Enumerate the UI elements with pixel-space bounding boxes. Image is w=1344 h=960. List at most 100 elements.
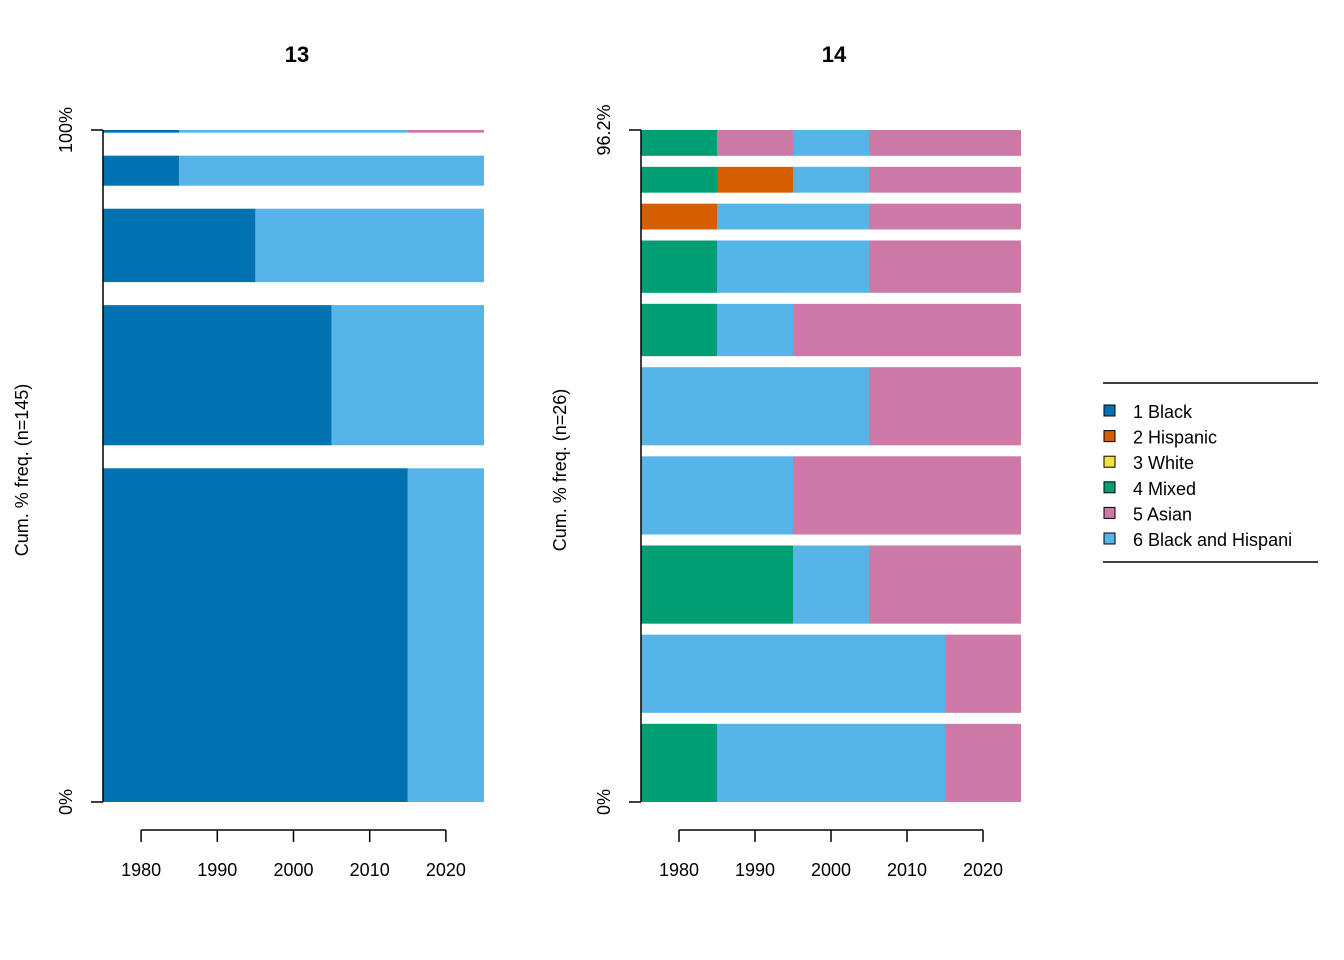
sequence-spell [945, 634, 1021, 713]
legend-swatch [1103, 455, 1116, 468]
legend-swatch [1103, 430, 1116, 443]
x-tick-label: 2010 [350, 860, 390, 880]
sequence-spell [869, 240, 1021, 293]
sequence-spell [641, 723, 717, 802]
legend-item: 6 Black and Hispani [1103, 530, 1292, 550]
panel-title: 13 [285, 42, 309, 67]
legend-label: 1 Black [1133, 402, 1193, 422]
sequence-spell [793, 303, 1021, 357]
sequence-spell [103, 155, 180, 186]
y-axis-label: Cum. % freq. (n=26) [550, 389, 570, 552]
sequence-row [641, 166, 1021, 193]
panels: 13 0% 100% Cum. % freq. (n=145) 1980 1990 2000… [12, 42, 1021, 880]
sequence-spell [717, 166, 793, 193]
sequence-spell [179, 130, 408, 133]
legend-item: 1 Black [1103, 402, 1193, 422]
legend-swatch [1103, 404, 1116, 417]
sequence-row [103, 208, 484, 283]
legend-swatch [1103, 506, 1116, 519]
sequence-spell [641, 545, 793, 624]
sequence-spell [869, 367, 1021, 446]
x-tick-label: 1990 [197, 860, 237, 880]
x-tick-label: 2000 [811, 860, 851, 880]
sequence-row [641, 634, 1021, 713]
x-tick-label: 2000 [273, 860, 313, 880]
sequence-bars [103, 130, 484, 802]
sequence-spell [869, 203, 1021, 230]
sequence-spell [407, 468, 484, 802]
sequence-spell [255, 208, 484, 283]
sequence-row [641, 545, 1021, 624]
sequence-row [641, 367, 1021, 446]
sequence-spell [793, 545, 869, 624]
sequence-spell [331, 305, 484, 446]
x-tick-label: 1990 [735, 860, 775, 880]
sequence-spell [103, 305, 332, 446]
sequence-spell [717, 303, 793, 357]
sequence-spell [869, 166, 1021, 193]
panel-2: 14 0% 96.2% Cum. % freq. (n=26) 1980 1990 2000… [550, 42, 1021, 880]
y-axis: 0% 96.2% Cum. % freq. (n=26) [550, 104, 642, 815]
sequence-spell [641, 203, 717, 230]
sequence-spell [641, 634, 945, 713]
x-tick-label: 2020 [963, 860, 1003, 880]
sequence-row [641, 203, 1021, 230]
panel-1: 13 0% 100% Cum. % freq. (n=145) 1980 1990 2000… [12, 42, 484, 880]
y-tick-label: 100% [56, 107, 76, 153]
sequence-row [641, 130, 1021, 156]
sequence-spell [103, 130, 180, 133]
legend-label: 2 Hispanic [1133, 428, 1217, 448]
x-tick-label: 1980 [659, 860, 699, 880]
x-tick-label: 2020 [426, 860, 466, 880]
sequence-row [103, 155, 484, 186]
sequence-spell [793, 166, 869, 193]
sequence-spell [869, 545, 1021, 624]
legend-item: 3 White [1103, 453, 1194, 473]
legend-label: 4 Mixed [1133, 479, 1196, 499]
y-tick-label: 0% [56, 789, 76, 815]
legend: 1 Black 2 Hispanic 3 White 4 Mixed 5 Asian 6 … [1103, 382, 1318, 563]
x-tick-label: 2010 [887, 860, 927, 880]
sequence-row [641, 456, 1021, 535]
sequence-spell [641, 240, 717, 293]
sequence-spell [717, 240, 869, 293]
legend-label: 5 Asian [1133, 504, 1192, 524]
sequence-spell [793, 456, 1021, 535]
sequence-spell [717, 203, 869, 230]
legend-swatch [1103, 532, 1116, 545]
sequence-spell [641, 303, 717, 357]
sequence-spell [793, 130, 869, 156]
sequence-spell [103, 208, 256, 283]
sequence-spell [641, 130, 717, 156]
sequence-spell [717, 130, 793, 156]
y-axis-label: Cum. % freq. (n=145) [12, 384, 32, 557]
legend-item: 5 Asian [1103, 504, 1192, 524]
sequence-spell [641, 456, 793, 535]
y-tick-label: 0% [594, 789, 614, 815]
sequence-row [103, 130, 484, 133]
sequence-row [103, 468, 484, 802]
legend-swatch [1103, 481, 1116, 494]
sequence-row [103, 305, 484, 446]
sequence-spell [407, 130, 484, 133]
y-axis: 0% 100% Cum. % freq. (n=145) [12, 107, 104, 815]
sequence-spell [179, 155, 484, 186]
sequence-row [641, 240, 1021, 293]
sequence-bars [641, 130, 1021, 802]
sequence-row [641, 303, 1021, 357]
sequence-spell [945, 723, 1021, 802]
sequence-spell [869, 130, 1021, 156]
sequence-spell [103, 468, 408, 802]
sequence-spell [641, 166, 717, 193]
legend-label: 6 Black and Hispani [1133, 530, 1292, 550]
legend-item: 2 Hispanic [1103, 428, 1217, 448]
x-axis: 1980 1990 2000 2010 2020 [121, 829, 466, 880]
y-tick-label: 96.2% [594, 104, 614, 155]
sequence-spell [717, 723, 945, 802]
x-tick-label: 1980 [121, 860, 161, 880]
x-axis: 1980 1990 2000 2010 2020 [659, 829, 1003, 880]
legend-item: 4 Mixed [1103, 479, 1196, 499]
panel-title: 14 [822, 42, 847, 67]
sequence-row [641, 723, 1021, 802]
